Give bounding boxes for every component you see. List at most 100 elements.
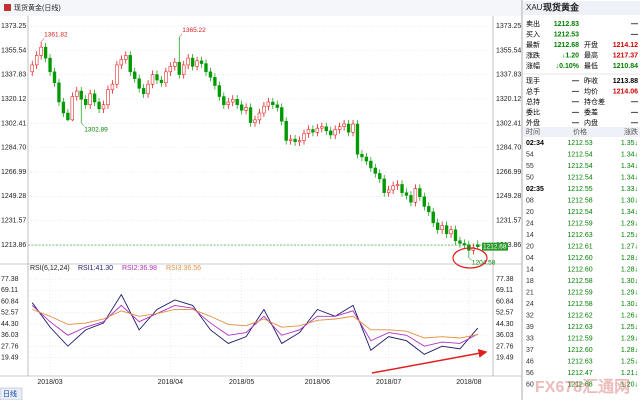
candle-body (364, 156, 369, 162)
candle-body (262, 105, 266, 114)
candle-body (422, 196, 426, 207)
candle-body (164, 71, 168, 84)
trade-cell: 1212.58 (567, 197, 592, 204)
quote-cell: 最高 (584, 51, 598, 60)
candle-body (373, 167, 377, 174)
chart-title: 现货黄金(日线) (14, 3, 61, 12)
quote-cell: 委比 (526, 108, 540, 117)
candle-body (444, 225, 449, 235)
quote-cell: — (631, 99, 638, 106)
last-price-box (482, 242, 508, 251)
trade-cell: 1212.59 (567, 289, 592, 296)
trade-cell: 1212.59 (567, 335, 592, 342)
candle-body (306, 129, 311, 134)
extreme-label: 1365.22 (182, 27, 206, 34)
y-tick-label-right: 1373.25 (496, 23, 521, 30)
candle-body (101, 104, 106, 110)
quote-cell: — (631, 31, 638, 38)
trade-cell: 20 (526, 243, 534, 250)
y-tick-label-right: 77.38 (496, 276, 514, 283)
candle-body (88, 93, 92, 106)
quote-cell: — (572, 110, 579, 117)
candle-body (449, 229, 453, 235)
quote-cell: — (631, 110, 638, 117)
candle-body (266, 101, 271, 107)
quote-cell: 1212.68 (554, 42, 579, 49)
candle-body (124, 55, 128, 60)
trade-cell: 1.35↓ (621, 140, 638, 147)
candle-body (315, 127, 320, 133)
trade-cell: 1212.63 (567, 358, 592, 365)
trade-cell: 1.25↓ (621, 358, 638, 365)
trade-cell: 1212.60 (567, 347, 592, 354)
trade-cell: 1.27↓ (621, 243, 638, 250)
trade-cell: 18 (526, 278, 534, 285)
trade-cell: 1212.47 (567, 370, 592, 377)
extreme-pointer (81, 122, 85, 127)
candle-body (346, 123, 351, 133)
legend-entry: RSI1:41.30 (78, 265, 113, 272)
candle-body (168, 66, 173, 73)
candle-body (271, 101, 275, 106)
y-tick-label-right: 27.76 (496, 343, 514, 350)
candle-body (106, 89, 110, 106)
quote-cell: ↓0.10% (556, 63, 580, 70)
x-tick-label: 2018/07 (376, 379, 401, 386)
trades-header-bar (523, 127, 640, 137)
candle-body (244, 107, 248, 111)
candle-body (302, 133, 306, 141)
candle-body (186, 57, 190, 66)
quote-cell: 昨收 (584, 76, 598, 85)
trades-header: 涨跌 (624, 127, 638, 136)
quote-cell: 买入 (526, 30, 540, 38)
trade-cell: 37 (526, 347, 534, 354)
y-tick-label-left: 1320.12 (1, 96, 26, 103)
candle-body (311, 129, 315, 133)
y-tick-label-left: 19.49 (1, 355, 19, 362)
trade-cell: 20 (526, 209, 534, 216)
candle-body (182, 64, 186, 75)
quote-cell: 涨幅 (526, 61, 540, 70)
quote-cell: 持仓差 (584, 97, 605, 106)
trade-cell: 46 (526, 358, 534, 365)
extreme-label: 1302.89 (84, 127, 108, 134)
candle-body (159, 79, 164, 84)
y-tick-label-right: 69.11 (496, 287, 513, 294)
candle-body (253, 119, 257, 123)
trade-cell: 21 (526, 289, 534, 296)
footer-tab[interactable]: 日线 (3, 389, 17, 398)
trade-cell: 1212.54 (567, 163, 592, 170)
trade-cell: 1212.54 (567, 174, 592, 181)
y-tick-label-left: 1284.70 (1, 145, 26, 152)
quote-header-bar (523, 1, 640, 15)
quote-cell: 现手 (526, 76, 540, 85)
candle-body (418, 188, 422, 198)
trade-cell: 50 (526, 174, 534, 181)
y-tick-label-left: 1337.83 (1, 72, 26, 79)
footer-tab-box[interactable] (0, 387, 23, 400)
candle-body (351, 123, 355, 133)
candle-body (190, 57, 195, 67)
candle-body (395, 184, 400, 187)
trade-cell: 1.29↓ (621, 335, 638, 342)
candle-body (97, 101, 101, 110)
candle-body (382, 178, 386, 193)
trade-cell: 33 (526, 335, 534, 342)
candle-body (248, 107, 253, 123)
trade-cell: 1212.63 (567, 324, 592, 331)
candle-body (133, 71, 137, 79)
candle-body (288, 138, 293, 141)
trade-cell: 24 (526, 220, 534, 227)
extreme-pointer (468, 257, 473, 261)
trade-cell: 08 (526, 197, 534, 204)
trade-cell: 1212.53 (567, 140, 592, 147)
trade-cell: 1212.61 (567, 243, 592, 250)
trade-cell: 1.30↓ (621, 197, 638, 204)
candle-body (320, 126, 324, 129)
quote-name: 现货黄金 (543, 1, 580, 12)
trade-cell: 32 (526, 312, 534, 319)
trade-cell: 60 (526, 381, 534, 388)
candle-body (226, 101, 230, 106)
y-tick-label-right: 1320.12 (496, 96, 521, 103)
